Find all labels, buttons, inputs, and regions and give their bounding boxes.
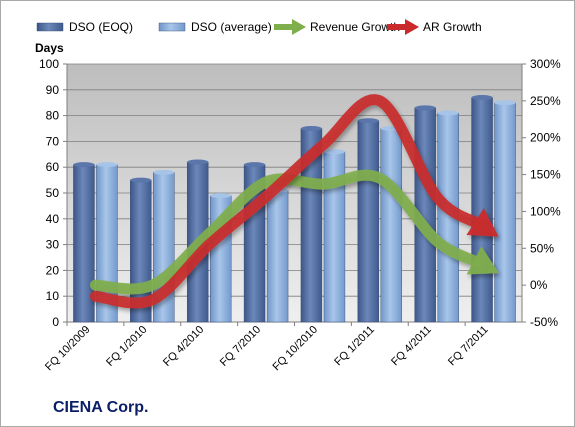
revenue-growth-arrowhead: [466, 246, 499, 275]
y-left-tick-label: 90: [46, 83, 60, 97]
bar-cap: [187, 159, 209, 165]
bar-cap: [357, 118, 379, 124]
bar-dso-eoq: [471, 97, 493, 323]
revenue-growth-line: [89, 169, 484, 295]
bar-cap: [414, 105, 436, 111]
legend-label-ar-growth: AR Growth: [423, 20, 482, 34]
ar-growth-line: [89, 94, 484, 309]
chart-title: CIENA Corp.: [53, 399, 149, 416]
bar-dso-average: [266, 190, 289, 323]
x-tick-label: FQ 7/2010: [218, 324, 263, 369]
bar-cap: [300, 126, 322, 131]
y-left-tick-label: 0: [52, 315, 59, 329]
legend-swatch-dso-eoq: [36, 22, 64, 32]
y-right-tick-label: 250%: [530, 94, 561, 108]
y-left-tick-label: 50: [46, 186, 60, 200]
y-right-tick-label: 50%: [530, 241, 554, 255]
y-left-tick-label: 70: [46, 134, 60, 148]
bar-dso-average: [380, 128, 403, 323]
x-tick-label: FQ 10/2009: [43, 324, 93, 374]
bar-dso-average: [494, 102, 516, 323]
y-left-tick-label: 80: [46, 109, 60, 123]
y-left-tick-label: 40: [46, 212, 60, 226]
bar-cap: [153, 169, 175, 175]
bar-cap: [494, 100, 516, 106]
y-left-tick-label: 20: [46, 263, 60, 277]
growth-lines: [89, 94, 499, 309]
legend-label-dso-eoq: DSO (EOQ): [69, 20, 133, 34]
y-right-tick-label: 150%: [530, 168, 561, 182]
x-tick-label: FQ 4/2010: [161, 324, 206, 369]
x-axis-tick-labels: FQ 10/2009 FQ 1/2010 FQ 4/2010 FQ 7/2010 FQ …: [43, 322, 491, 373]
y-right-tick-label: 200%: [530, 131, 561, 145]
bar-dso-eoq: [357, 120, 380, 323]
bar-cap: [130, 177, 152, 183]
legend-swatch-dso-average: [158, 22, 186, 32]
y-right-tick-label: 0%: [530, 278, 548, 292]
bar-cap: [73, 162, 95, 168]
bar-cap: [323, 149, 345, 155]
legend-label-dso-average: DSO (average): [191, 20, 272, 34]
y-right-tick-label: 300%: [530, 57, 561, 71]
ar-growth-arrowhead: [466, 208, 499, 237]
x-tick-label: FQ 7/2011: [446, 324, 491, 369]
bar-cap: [210, 193, 232, 199]
y-right-tick-label: -50%: [530, 315, 558, 329]
y-left-tick-label: 100: [39, 57, 59, 71]
y-left-tick-label: 30: [46, 238, 60, 252]
x-tick-label: FQ 10/2010: [270, 324, 320, 374]
legend: DSO (EOQ) DSO (average) Revenue Growth AR G…: [36, 19, 482, 35]
legend-arrow-revenue-growth: [292, 19, 306, 35]
y-left-tick-label: 60: [46, 160, 60, 174]
bar-cap: [244, 162, 266, 168]
x-tick-label: FQ 4/2011: [389, 324, 434, 369]
x-tick-label: FQ 1/2011: [332, 324, 377, 369]
y-left-tick-label: 10: [46, 289, 60, 303]
bar-cap: [437, 110, 459, 116]
y-right-tick-label: 100%: [530, 204, 561, 218]
bar-cap: [471, 95, 493, 101]
legend-label-revenue-growth: Revenue Growth: [310, 20, 400, 34]
bar-cap: [96, 162, 118, 168]
x-tick-label: FQ 1/2010: [104, 324, 149, 369]
y-axis-left-title: Days: [35, 41, 64, 55]
legend-arrow-ar-growth: [405, 19, 419, 35]
